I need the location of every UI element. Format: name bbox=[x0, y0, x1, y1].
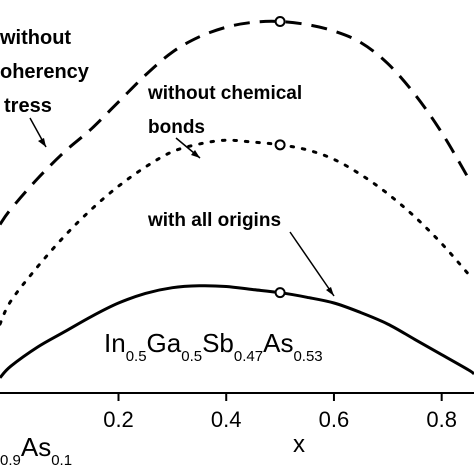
annotation-coherency-line2: oherency bbox=[0, 61, 90, 83]
annotation-origins: with all origins bbox=[147, 210, 335, 297]
bottom-left-formula-label: 0.9As0.1 bbox=[0, 432, 72, 469]
formula-part-2: 0.5 bbox=[126, 348, 147, 365]
annotation-coherency-line1: without bbox=[0, 27, 71, 49]
annotation-coherency-line3: tress bbox=[4, 95, 52, 117]
markers-group bbox=[274, 15, 286, 299]
x-axis-title: x bbox=[293, 431, 305, 458]
x-tick-label-0.2: 0.2 bbox=[103, 407, 134, 432]
formula-part-2: As bbox=[21, 432, 51, 462]
compound-formula-label: In0.5Ga0.5Sb0.47As0.53 bbox=[104, 328, 323, 365]
formula-part-1: In bbox=[104, 328, 126, 358]
annotation-chemical-line2: bonds bbox=[148, 117, 205, 138]
formula-part-5: Sb bbox=[202, 328, 234, 358]
x-tick-label-0.4: 0.4 bbox=[211, 407, 242, 432]
formula-part-8: 0.53 bbox=[293, 348, 322, 365]
annotation-origins-arrowhead bbox=[326, 287, 334, 296]
curve-marker-2 bbox=[274, 139, 286, 151]
annotation-origins-line1: with all origins bbox=[147, 210, 281, 231]
x-ticks-group: 0.2 0.4 0.6 0.8 bbox=[103, 393, 457, 432]
formula-part-1: 0.9 bbox=[0, 452, 21, 469]
x-tick-label-0.6: 0.6 bbox=[319, 407, 350, 432]
annotation-chemical: without chemical bonds bbox=[147, 83, 302, 159]
series-line-without-chemical-bonds bbox=[0, 138, 471, 326]
formula-part-3: 0.1 bbox=[51, 452, 72, 469]
annotation-chemical-arrowhead bbox=[191, 150, 200, 158]
formula-part-3: Ga bbox=[147, 328, 182, 358]
annotation-coherency: without oherency tress bbox=[0, 27, 90, 148]
series-line-with-all-origins bbox=[0, 284, 474, 379]
curves-group bbox=[0, 19, 474, 379]
curve-marker-1 bbox=[274, 15, 286, 27]
series-line-without-coherency-stress bbox=[0, 19, 470, 226]
formula-part-4: 0.5 bbox=[181, 348, 202, 365]
formula-part-6: 0.47 bbox=[234, 348, 263, 365]
annotation-chemical-line1: without chemical bbox=[147, 83, 302, 104]
annotation-origins-arrow bbox=[289, 231, 335, 297]
x-tick-label-0.8: 0.8 bbox=[426, 407, 457, 432]
annotation-coherency-arrowhead bbox=[38, 138, 46, 147]
formula-part-7: As bbox=[263, 328, 293, 358]
curve-marker-3 bbox=[274, 287, 286, 299]
